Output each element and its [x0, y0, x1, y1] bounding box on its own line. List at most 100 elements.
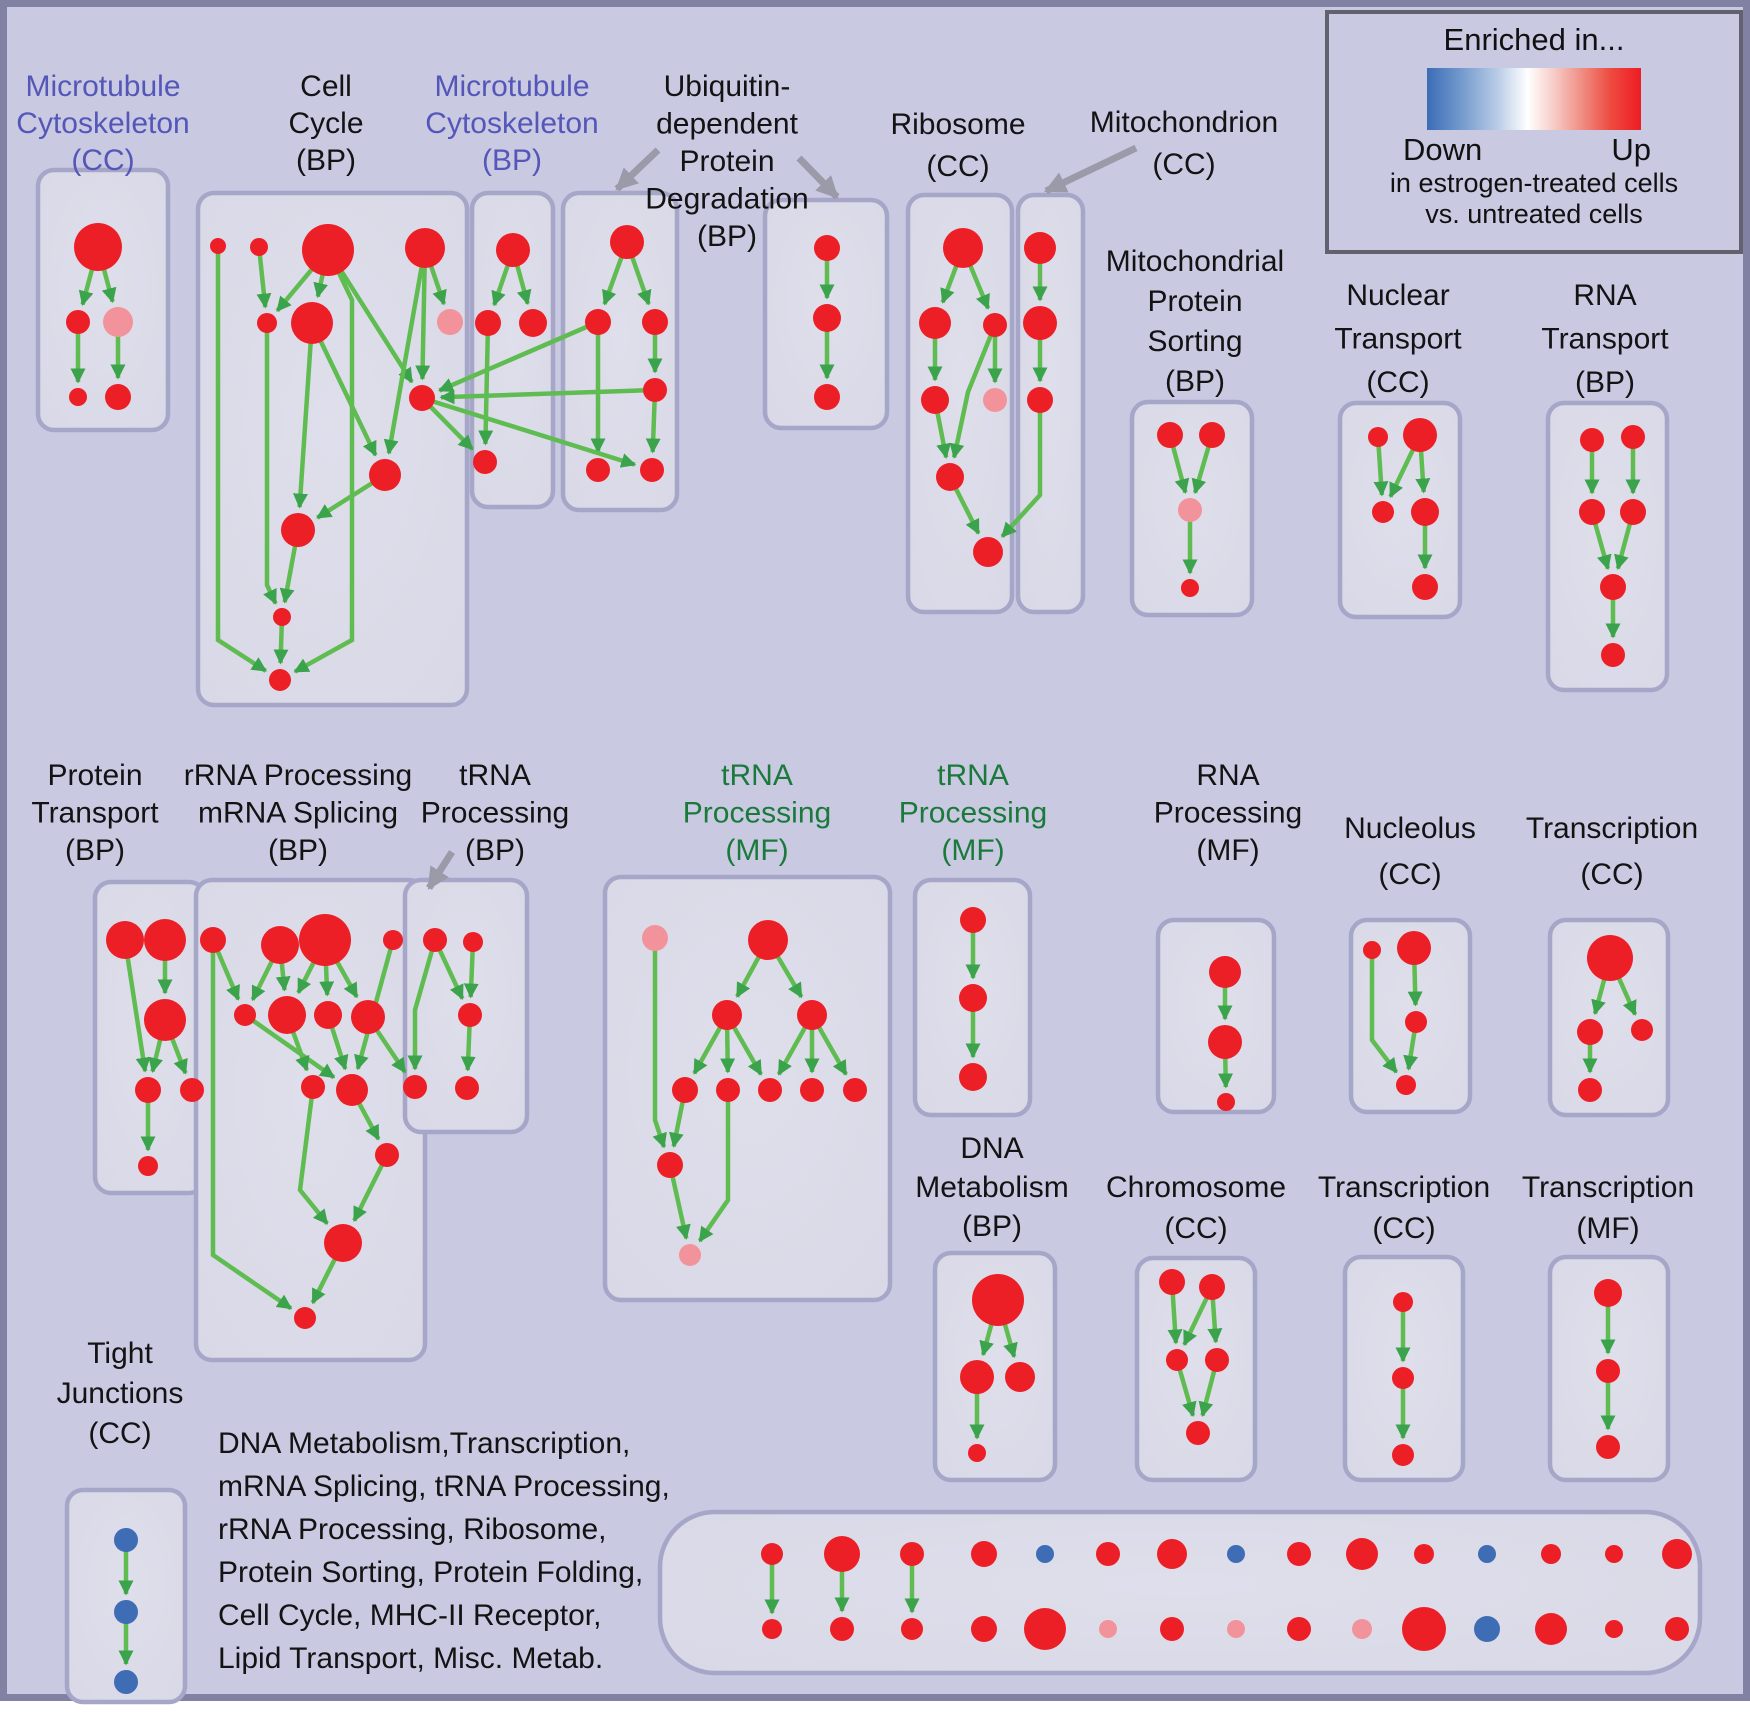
node-trna-processing-mf-1	[642, 925, 668, 951]
cluster-box-microtubule-cytoskeleton-bp	[469, 190, 556, 510]
cluster-label-microtubule-cytoskeleton-bp: (BP)	[482, 144, 542, 177]
node-rna-processing-mf	[1217, 1093, 1235, 1111]
edge-rrna-processing-mrna-splicing-bp	[210, 940, 293, 1311]
node-ubiquitin-degradation-bp-1	[586, 458, 610, 482]
legend-title: Enriched in...	[1443, 22, 1625, 57]
cluster-label-tight-junctions-cc: Tight	[87, 1337, 153, 1370]
cluster-label-ubiquitin-degradation-bp-1: Degradation	[645, 182, 808, 215]
cluster-label-nuclear-transport-cc: (CC)	[1366, 366, 1429, 399]
node-rrna-processing-mrna-splicing-bp	[351, 1000, 385, 1034]
node-transcription-cc-2	[1392, 1444, 1414, 1466]
node-rna-transport-bp	[1580, 428, 1604, 452]
node-misc-bottom	[901, 1618, 923, 1640]
cross-edge-cell-cycle-bp-to-ubiquitin-degradation-bp-1	[421, 395, 637, 468]
cluster-label-nucleolus-cc: Nucleolus	[1344, 812, 1476, 845]
footer-text-line: DNA Metabolism,Transcription,	[218, 1427, 630, 1460]
node-mitochondrial-protein-sorting-bp	[1178, 498, 1202, 522]
cluster-label-dna-metabolism-bp: (BP)	[962, 1210, 1022, 1243]
node-cell-cycle-bp	[250, 238, 268, 256]
node-ribosome-cc	[943, 228, 983, 268]
node-misc-bottom	[1099, 1620, 1117, 1638]
cluster-label-rrna-processing-mrna-splicing-bp: (BP)	[268, 834, 328, 867]
node-trna-processing-mf-1	[797, 1000, 827, 1030]
cluster-label-cell-cycle-bp: (BP)	[296, 144, 356, 177]
node-trna-processing-mf-1	[712, 1000, 742, 1030]
node-protein-transport-bp	[138, 1156, 158, 1176]
legend-subtitle-line1: in estrogen-treated cells	[1389, 168, 1679, 198]
node-nuclear-transport-cc	[1368, 427, 1388, 447]
annotation-arrow	[614, 147, 661, 192]
node-cell-cycle-bp	[269, 669, 291, 691]
node-trna-processing-bp	[463, 932, 483, 952]
cluster-label-trna-processing-mf-2: (MF)	[941, 834, 1004, 867]
node-misc-top	[1662, 1539, 1692, 1569]
node-trna-processing-mf-1	[748, 920, 788, 960]
node-cell-cycle-bp	[210, 238, 226, 254]
cluster-label-ubiquitin-degradation-bp-1: (BP)	[697, 220, 757, 253]
legend-down-label: Down	[1403, 132, 1483, 167]
node-ubiquitin-degradation-bp-2	[814, 384, 840, 410]
edge-cell-cycle-bp	[383, 247, 428, 455]
node-ubiquitin-degradation-bp-2	[814, 235, 840, 261]
edge-cell-cycle-bp	[293, 249, 355, 674]
edge-cell-cycle-bp	[215, 246, 267, 673]
node-rrna-processing-mrna-splicing-bp	[314, 1001, 342, 1029]
cluster-label-microtubule-cytoskeleton-bp: Cytoskeleton	[425, 107, 598, 140]
cluster-label-transcription-mf: (MF)	[1576, 1212, 1639, 1245]
node-microtubule-cytoskeleton-bp	[475, 310, 501, 336]
cluster-label-chromosome-cc: (CC)	[1164, 1212, 1227, 1245]
cluster-label-dna-metabolism-bp: Metabolism	[915, 1171, 1068, 1204]
cluster-label-microtubule-cytoskeleton-bp: Microtubule	[434, 70, 589, 103]
labels: Microtubule Cytoskeleton (CC) Cell Cycle (BP)…	[16, 70, 1698, 1675]
node-trna-processing-mf-1	[672, 1077, 698, 1103]
cluster-label-trna-processing-bp: Processing	[421, 796, 569, 829]
node-microtubule-cytoskeleton-cc	[103, 307, 133, 337]
cluster-label-tight-junctions-cc: Junctions	[57, 1377, 184, 1410]
legend-up-label: Up	[1611, 132, 1651, 167]
cluster-label-cell-cycle-bp: Cycle	[288, 107, 363, 140]
cluster-label-microtubule-cytoskeleton-cc: Cytoskeleton	[16, 107, 189, 140]
edge-rrna-processing-mrna-splicing-bp	[297, 1086, 329, 1226]
cluster-box-dna-metabolism-bp	[932, 1250, 1058, 1483]
node-transcription-mf	[1594, 1279, 1622, 1307]
node-mitochondrial-protein-sorting-bp	[1199, 422, 1225, 448]
node-transcription-cc-1	[1577, 1019, 1603, 1045]
node-misc-top	[1227, 1545, 1245, 1563]
cluster-label-ribosome-cc: (CC)	[926, 150, 989, 183]
node-microtubule-cytoskeleton-cc	[74, 223, 122, 271]
cluster-label-protein-transport-bp: Transport	[31, 796, 159, 829]
cluster-label-rna-processing-mf: RNA	[1196, 759, 1259, 792]
node-microtubule-cytoskeleton-bp	[473, 450, 497, 474]
node-dna-metabolism-bp	[968, 1444, 986, 1462]
node-trna-processing-bp	[458, 1003, 482, 1027]
legend-subtitle-line2: vs. untreated cells	[1425, 199, 1643, 229]
cluster-label-transcription-cc-1: Transcription	[1526, 812, 1698, 845]
node-transcription-cc-1	[1578, 1078, 1602, 1102]
node-trna-processing-mf-1	[800, 1078, 824, 1102]
cluster-label-nuclear-transport-cc: Transport	[1334, 322, 1462, 355]
node-dna-metabolism-bp	[972, 1274, 1024, 1326]
node-microtubule-cytoskeleton-bp	[496, 233, 530, 267]
node-ribosome-cc	[983, 313, 1007, 337]
node-rrna-processing-mrna-splicing-bp	[375, 1143, 399, 1167]
cluster-label-ubiquitin-degradation-bp-1: Protein	[679, 145, 774, 178]
cluster-box-rna-transport-bp	[1545, 400, 1670, 693]
node-cell-cycle-bp	[273, 608, 291, 626]
node-rna-transport-bp	[1621, 425, 1645, 449]
edge-microtubule-cytoskeleton-bp	[478, 322, 494, 446]
misc-cluster-box	[657, 1509, 1703, 1676]
node-rna-processing-mf	[1208, 1025, 1242, 1059]
node-rrna-processing-mrna-splicing-bp	[234, 1004, 256, 1026]
node-misc-top	[1287, 1542, 1311, 1566]
cluster-label-ubiquitin-degradation-bp-1: dependent	[656, 107, 798, 140]
cluster-label-nuclear-transport-cc: Nuclear	[1346, 279, 1449, 312]
node-nuclear-transport-cc	[1411, 498, 1439, 526]
node-ubiquitin-degradation-bp-1	[642, 309, 668, 335]
node-nuclear-transport-cc	[1412, 574, 1438, 600]
node-misc-bottom	[1352, 1619, 1372, 1639]
node-cell-cycle-bp	[405, 228, 445, 268]
node-rna-transport-bp	[1601, 643, 1625, 667]
node-trna-processing-mf-1	[843, 1078, 867, 1102]
node-rrna-processing-mrna-splicing-bp	[268, 996, 306, 1034]
cluster-label-trna-processing-mf-2: Processing	[899, 796, 1047, 829]
